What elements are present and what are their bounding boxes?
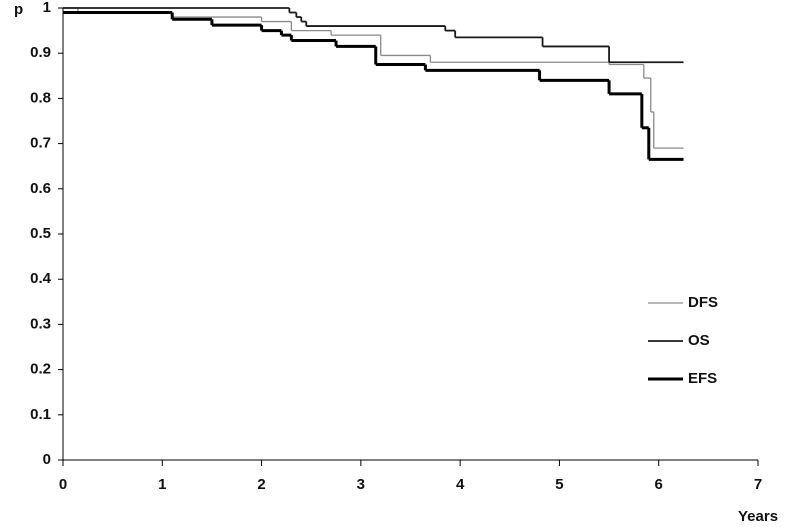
y-tick-label: 0.1 xyxy=(30,406,51,423)
x-tick-label: 1 xyxy=(158,476,166,493)
legend-label: DFS xyxy=(688,294,718,311)
x-tick-label: 7 xyxy=(754,476,762,493)
x-tick-label: 3 xyxy=(357,476,365,493)
y-tick-label: 0.7 xyxy=(30,135,51,152)
x-tick-label: 5 xyxy=(555,476,563,493)
y-tick-label: 0 xyxy=(43,451,51,468)
x-tick-label: 0 xyxy=(59,476,67,493)
x-tick-label: 2 xyxy=(257,476,265,493)
y-tick-label: 0.2 xyxy=(30,361,51,378)
legend-label: OS xyxy=(688,332,710,349)
y-tick-label: 0.4 xyxy=(30,270,52,287)
y-tick-label: 0.3 xyxy=(30,315,51,332)
x-tick-label: 4 xyxy=(456,476,465,493)
y-tick-label: 0.6 xyxy=(30,180,51,197)
y-tick-label: 0.8 xyxy=(30,89,51,106)
y-tick-label: 0.5 xyxy=(30,225,51,242)
y-tick-label: 1 xyxy=(43,0,51,16)
x-tick-label: 6 xyxy=(655,476,663,493)
x-axis-label: Years xyxy=(738,508,778,525)
legend-label: EFS xyxy=(688,370,717,387)
y-tick-label: 0.9 xyxy=(30,44,51,61)
y-axis-label: p xyxy=(14,1,23,18)
